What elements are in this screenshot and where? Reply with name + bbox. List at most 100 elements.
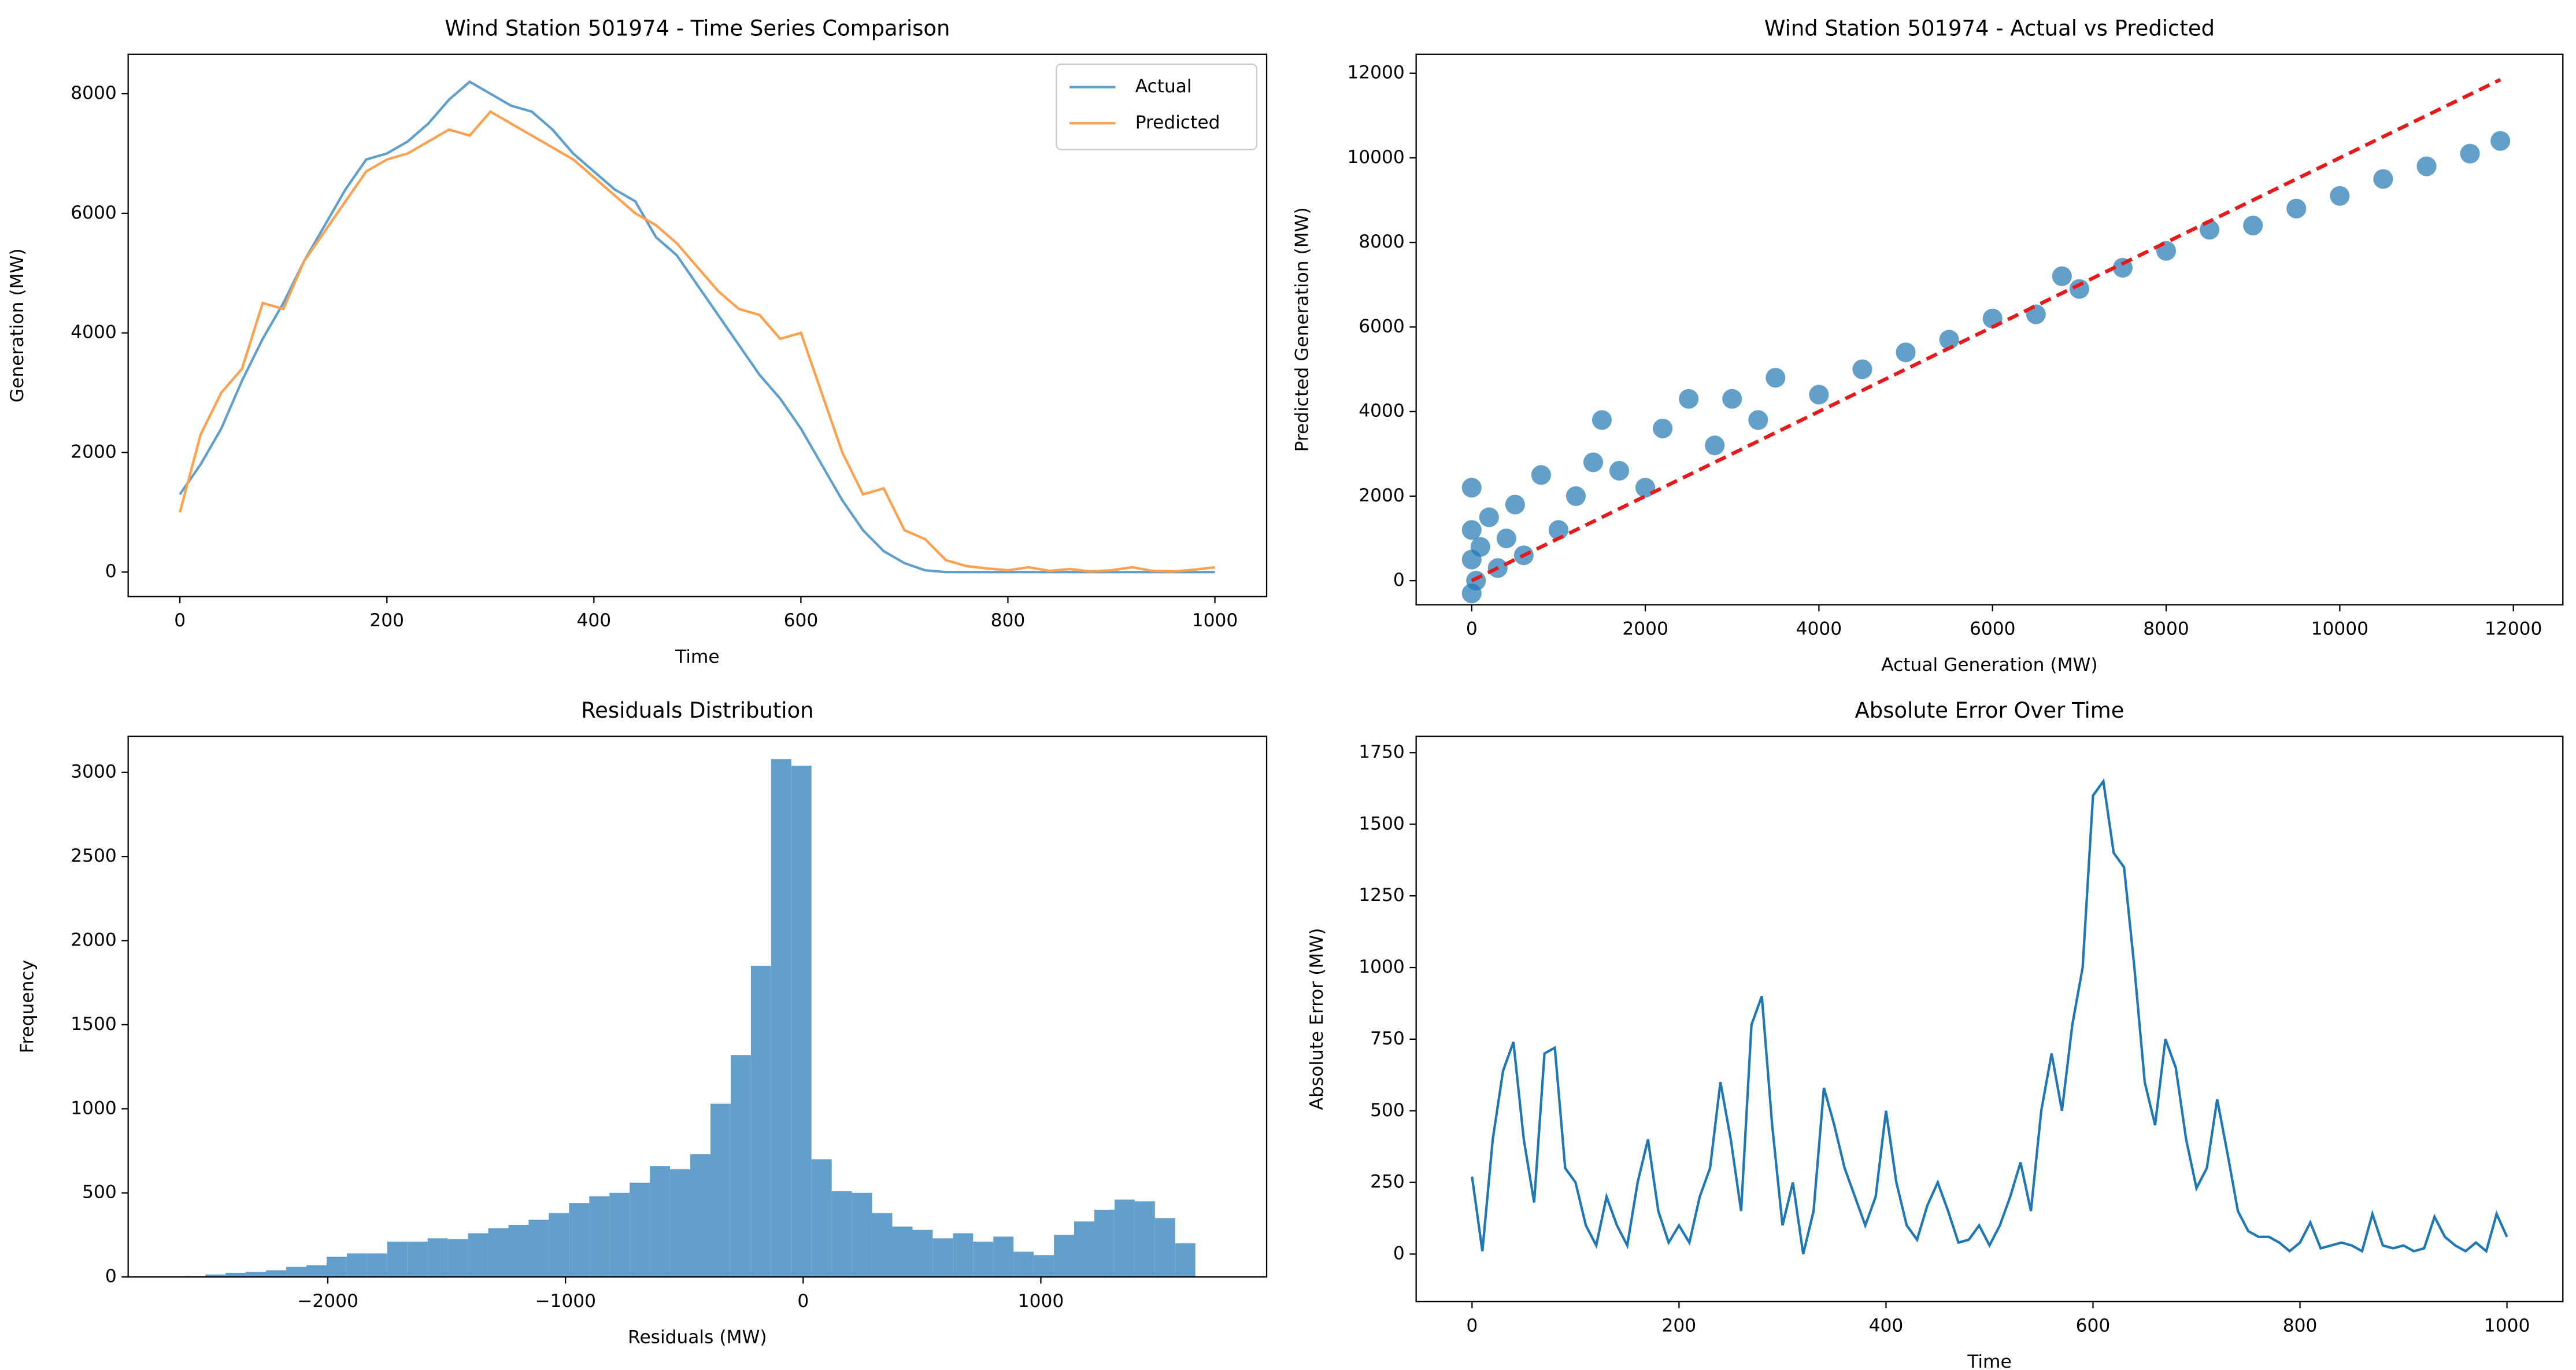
x-tick-label: 200 — [369, 610, 404, 631]
histogram-bar — [750, 966, 771, 1277]
histogram-bar — [791, 766, 812, 1277]
histogram-bar — [1013, 1251, 1034, 1277]
x-tick-label: 0 — [1466, 618, 1478, 639]
x-tick-label: 400 — [576, 610, 611, 631]
histogram-bar — [387, 1242, 408, 1277]
histogram-bar — [266, 1270, 287, 1277]
x-tick-label: 1000 — [2484, 1315, 2530, 1336]
scatter-point — [2330, 186, 2350, 206]
x-tick-label: 600 — [2076, 1315, 2111, 1336]
y-tick-label: 1500 — [1359, 813, 1405, 834]
x-axis-label: Actual Generation (MW) — [1881, 655, 2097, 675]
histogram-bar — [730, 1055, 751, 1277]
scatter-point — [1583, 452, 1604, 472]
y-tick-label: 2000 — [71, 441, 117, 462]
histogram-bar — [670, 1169, 691, 1277]
legend-label: Actual — [1135, 76, 1192, 97]
histogram-bar — [1094, 1209, 1115, 1277]
scatter-point — [1809, 385, 1829, 405]
y-axis-label: Absolute Error (MW) — [1306, 928, 1327, 1110]
scatter-point — [1461, 520, 1482, 540]
x-tick-label: 600 — [784, 610, 819, 631]
histogram-bar — [973, 1242, 994, 1277]
y-tick-label: 10000 — [1347, 147, 1404, 168]
histogram-bar — [589, 1196, 610, 1277]
scatter-point — [1766, 368, 1786, 388]
histogram-bar — [630, 1183, 650, 1277]
x-axis-label: Residuals (MW) — [628, 1327, 767, 1347]
histogram-bar — [912, 1229, 933, 1277]
axes-frame — [1415, 53, 2564, 605]
y-tick-label: 0 — [105, 1266, 117, 1287]
scatter-point — [1592, 410, 1612, 430]
y-tick-label: 12000 — [1347, 62, 1404, 83]
x-tick-label: 2000 — [1622, 618, 1668, 639]
histogram-bar — [508, 1224, 529, 1277]
histogram-bar — [932, 1238, 953, 1277]
histogram-bar — [852, 1192, 872, 1277]
histogram-bar — [225, 1272, 246, 1277]
x-tick-label: 0 — [174, 610, 186, 631]
y-tick-label: 500 — [82, 1182, 117, 1203]
histogram-bar — [771, 759, 791, 1277]
histogram-bar — [468, 1233, 488, 1277]
y-tick-label: 1500 — [71, 1014, 117, 1035]
chart-title: Absolute Error Over Time — [1855, 698, 2124, 723]
y-tick-label: 0 — [105, 561, 117, 582]
x-tick-label: 400 — [1869, 1315, 1904, 1336]
histogram-bar — [872, 1213, 893, 1277]
chart-title: Wind Station 501974 - Time Series Compar… — [445, 16, 950, 41]
y-tick-label: 750 — [1370, 1028, 1405, 1049]
x-axis-label: Time — [675, 647, 719, 667]
scatter-point — [1609, 460, 1630, 481]
scatter-point — [2286, 198, 2307, 219]
scatter-point — [1496, 528, 1516, 549]
histogram-bar — [609, 1192, 630, 1277]
y-tick-label: 4000 — [71, 322, 117, 343]
scatter-point — [1679, 389, 1699, 409]
x-tick-label: 4000 — [1796, 618, 1842, 639]
histogram-bar — [1034, 1255, 1054, 1277]
y-tick-label: 250 — [1370, 1172, 1405, 1192]
scatter-point — [1852, 359, 1872, 379]
y-tick-label: 8000 — [1359, 231, 1405, 252]
y-tick-label: 500 — [1370, 1100, 1405, 1121]
histogram-bar — [528, 1220, 549, 1277]
plot-area — [185, 759, 1196, 1277]
histogram-bar — [549, 1213, 569, 1277]
y-tick-label: 1750 — [1359, 741, 1405, 762]
y-tick-label: 0 — [1393, 1243, 1405, 1264]
histogram-bar — [1175, 1243, 1196, 1277]
y-axis-label: Predicted Generation (MW) — [1292, 207, 1313, 452]
scatter-point — [2069, 279, 2089, 299]
histogram-bar — [1134, 1201, 1155, 1277]
legend-box — [1056, 63, 1258, 150]
scatter-point — [1466, 571, 1486, 591]
histogram-bar — [427, 1238, 448, 1277]
histogram-bar — [569, 1203, 590, 1277]
histogram-bar — [650, 1166, 671, 1277]
scatter-point — [1461, 478, 1482, 498]
plot-area — [179, 80, 1215, 574]
y-tick-label: 4000 — [1359, 401, 1405, 422]
scatter-point — [2373, 169, 2393, 189]
x-axis-label: Time — [1967, 1351, 2011, 1370]
scatter-point — [1479, 507, 1499, 527]
histogram-bar — [831, 1191, 852, 1277]
chart-title: Wind Station 501974 - Actual vs Predicte… — [1764, 16, 2215, 41]
y-tick-label: 6000 — [1359, 316, 1405, 337]
x-tick-label: 10000 — [2311, 618, 2368, 639]
y-tick-label: 3000 — [71, 762, 117, 782]
x-tick-label: 200 — [1662, 1315, 1697, 1336]
y-tick-label: 2000 — [71, 930, 117, 951]
scatter-point — [2052, 266, 2072, 286]
axes-frame — [127, 53, 1268, 597]
scatter-point — [2243, 215, 2263, 235]
histogram-bar — [1114, 1199, 1135, 1277]
x-tick-label: 12000 — [2485, 618, 2542, 639]
axes-frame — [1415, 736, 2564, 1302]
x-tick-label: 800 — [2283, 1315, 2318, 1336]
data-line — [1471, 778, 2508, 1255]
chart-title: Residuals Distribution — [581, 698, 813, 723]
